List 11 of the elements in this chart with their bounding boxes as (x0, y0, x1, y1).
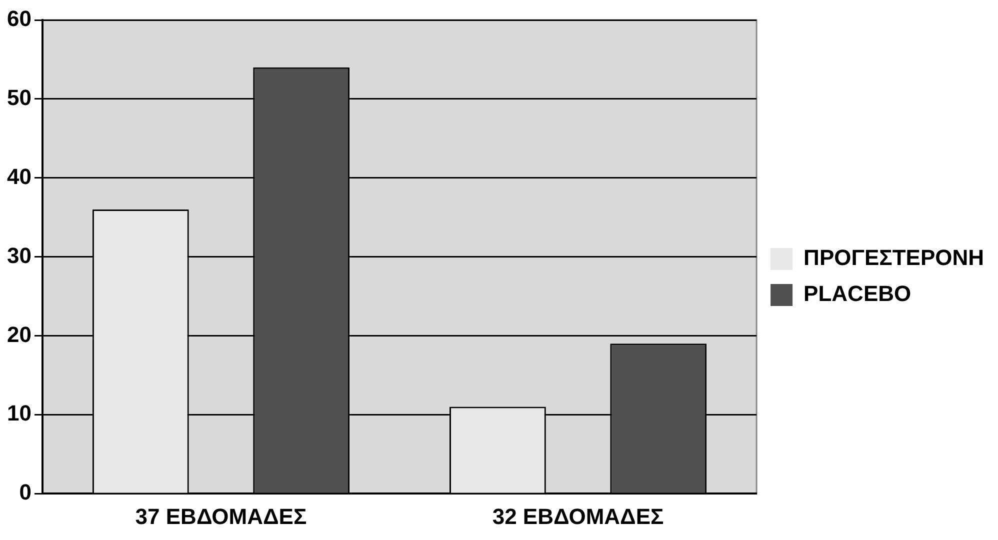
y-tick-label: 30 (6, 242, 32, 268)
y-tick-label: 50 (6, 84, 32, 110)
y-tick-label: 20 (6, 322, 32, 347)
y-tick-label: 10 (6, 400, 32, 426)
y-tick-label: 0 (19, 480, 32, 505)
x-tick-label: 37 ΕΒΔΟΜΑΔΕΣ (135, 504, 307, 529)
legend-label: PLACEBO (804, 281, 912, 306)
y-tick-label: 40 (6, 164, 32, 189)
x-tick-label: 32 ΕΒΔΟΜΑΔΕΣ (492, 504, 664, 529)
y-tick-label: 60 (6, 6, 32, 32)
legend-label: ΠΡΟΓΕΣΤΕΡΟΝΗ (804, 245, 984, 270)
